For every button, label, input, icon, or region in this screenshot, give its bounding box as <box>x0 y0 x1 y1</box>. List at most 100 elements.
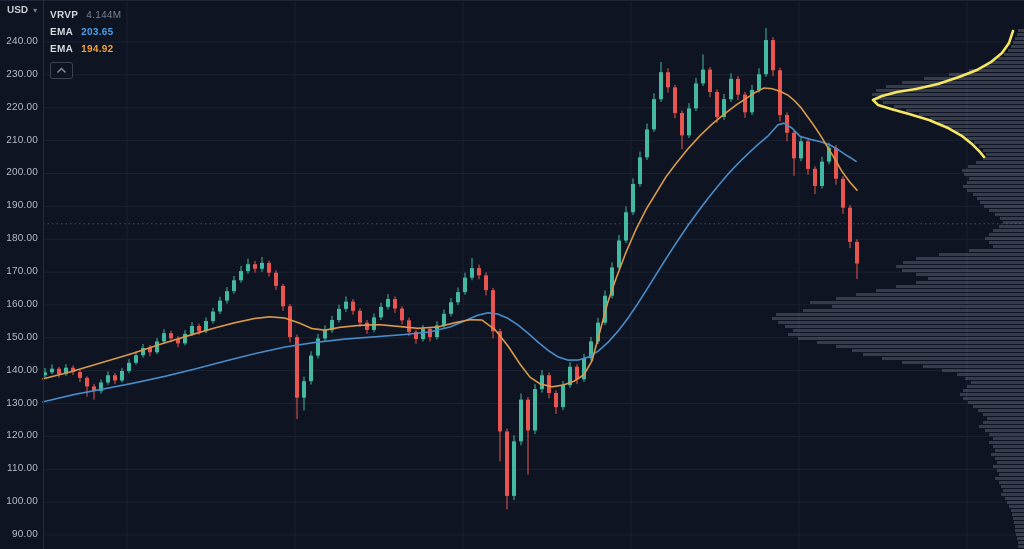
volume-profile-bar <box>1018 545 1024 548</box>
volume-profile-bar <box>962 169 1024 172</box>
ema-blue-value: 203.65 <box>81 27 114 38</box>
candle-body <box>232 280 236 292</box>
candle-body <box>407 320 411 332</box>
candle-body <box>106 375 110 383</box>
volume-profile-bar <box>960 393 1024 396</box>
candle-body <box>820 161 824 186</box>
chevron-down-icon: ▾ <box>33 6 38 15</box>
collapse-legend-button[interactable] <box>50 62 73 79</box>
price-axis-label: 210.00 <box>6 134 38 146</box>
candle-body <box>848 207 852 242</box>
currency-label: USD <box>7 5 29 16</box>
price-axis-label: 230.00 <box>6 68 38 80</box>
volume-profile-bar <box>995 457 1024 460</box>
candle-body <box>85 377 89 387</box>
volume-profile-bar <box>1011 45 1024 48</box>
candle-body <box>183 333 187 344</box>
volume-profile-bar <box>968 165 1024 168</box>
volume-profile-bar <box>886 85 1024 88</box>
volume-profile-bar <box>969 69 1024 72</box>
candle-body <box>295 337 299 398</box>
legend-row-ema-orange[interactable]: EMA 194.92 <box>50 41 121 58</box>
candle-body <box>666 72 670 88</box>
volume-profile-bar <box>989 241 1024 244</box>
candle-body <box>624 212 628 241</box>
candle-body <box>43 372 47 376</box>
candle-body <box>512 441 516 496</box>
candle-body <box>498 331 502 432</box>
candle-body <box>750 89 754 113</box>
volume-profile-bar <box>1003 221 1024 224</box>
price-axis-label: 200.00 <box>6 167 38 179</box>
candle-body <box>554 393 558 408</box>
volume-profile-bar <box>1009 505 1024 508</box>
legend-row-vrvp[interactable]: VRVP 4.144M <box>50 7 121 24</box>
candle-body <box>582 358 586 380</box>
candle-body <box>645 129 649 158</box>
volume-profile-bar <box>973 405 1024 408</box>
candle-body <box>813 168 817 186</box>
price-axis[interactable]: USD ▾ 240.00 230.00 220.00 210.00 200.00 190.… <box>0 1 44 549</box>
candle-body <box>57 368 61 374</box>
volume-profile-bar <box>984 205 1024 208</box>
volume-profile-bar <box>982 65 1024 68</box>
legend-row-ema-blue[interactable]: EMA 203.65 <box>50 24 121 41</box>
volume-profile-bar <box>967 385 1024 388</box>
candle-body <box>484 275 488 291</box>
volume-profile-bar <box>961 133 1024 136</box>
candle-body <box>575 366 579 380</box>
candle-body <box>246 264 250 272</box>
volume-profile-bar <box>836 345 1024 348</box>
volume-profile-bar <box>989 433 1024 436</box>
candle-body <box>708 69 712 92</box>
volume-profile-bar <box>872 93 1024 96</box>
candle-body <box>365 322 369 330</box>
candle-body <box>344 301 348 309</box>
ema-orange-value: 194.92 <box>81 44 114 55</box>
volume-profile-bar <box>946 125 1024 128</box>
volume-profile-bar <box>916 273 1024 276</box>
volume-profile-bar <box>995 477 1024 480</box>
ema-line-orange <box>42 87 858 388</box>
candle-body <box>449 302 453 314</box>
candle-body <box>757 74 761 90</box>
candle-body <box>785 114 789 133</box>
candle-body <box>694 83 698 109</box>
volume-profile-bar <box>793 329 1024 332</box>
candle-body <box>71 367 75 372</box>
profile-outline-curve <box>871 29 1015 159</box>
candle-body <box>288 306 292 338</box>
candle-body <box>337 308 341 321</box>
price-axis-label: 140.00 <box>6 364 38 376</box>
volume-profile-bar <box>1008 49 1024 52</box>
volume-profile-bar <box>1011 509 1024 512</box>
volume-profile-bar <box>902 81 1024 84</box>
candle-body <box>421 328 425 340</box>
candle-body <box>659 72 663 100</box>
candle-body <box>379 306 383 318</box>
volume-profile-bar <box>919 113 1024 116</box>
volume-profile-bar <box>989 441 1024 444</box>
ema-blue-label: EMA <box>50 27 74 38</box>
volume-profile-bar <box>836 297 1024 300</box>
candle-body <box>211 311 215 322</box>
candle-body <box>120 370 124 381</box>
price-axis-label: 170.00 <box>6 266 38 278</box>
candle-body <box>568 366 572 386</box>
volume-profile-bar <box>987 417 1024 420</box>
currency-dropdown[interactable]: USD ▾ <box>7 5 37 16</box>
candle-body <box>162 333 166 342</box>
volume-profile-bar <box>989 209 1024 212</box>
volume-profile-bar <box>1001 493 1024 496</box>
volume-profile-bar <box>968 401 1024 404</box>
volume-profile-bar <box>976 161 1024 164</box>
candle-body <box>92 386 96 392</box>
candle-body <box>309 355 313 382</box>
volume-profile-bar <box>973 193 1024 196</box>
candle-body <box>526 399 530 431</box>
price-axis-label: 130.00 <box>6 397 38 409</box>
candle-body <box>197 325 201 332</box>
volume-profile-bar <box>776 313 1024 316</box>
